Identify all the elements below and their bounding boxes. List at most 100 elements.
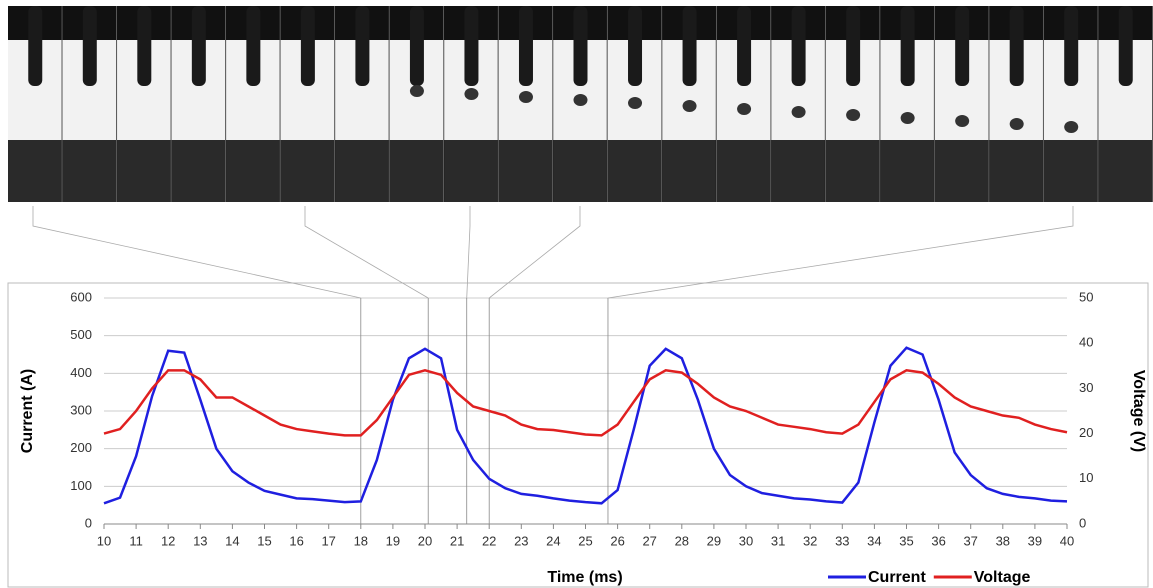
- x-tick-label: 11: [129, 533, 143, 548]
- x-tick-label: 26: [610, 533, 624, 548]
- nozzle: [355, 6, 370, 86]
- droplet: [409, 85, 424, 97]
- chart-frame: [7, 282, 1149, 588]
- connector: [32, 206, 361, 299]
- x-tick-label: 30: [739, 533, 753, 548]
- droplet: [464, 88, 479, 100]
- series-line: [103, 346, 1068, 505]
- x-tick-label: 20: [418, 533, 432, 548]
- droplet: [737, 103, 752, 115]
- x-tick-label: 15: [257, 533, 271, 548]
- x-tick-label: 31: [771, 533, 785, 548]
- y2-tick-label: 30: [1079, 380, 1093, 395]
- nozzle: [82, 6, 97, 86]
- y2-tick-label: 50: [1079, 289, 1093, 304]
- x-tick-label: 35: [899, 533, 913, 548]
- y-tick-label: 600: [70, 289, 92, 304]
- y2-axis-title: Voltage (V): [1130, 370, 1147, 452]
- y-tick-label: 0: [85, 515, 92, 530]
- x-tick-label: 24: [546, 533, 560, 548]
- x-tick-label: 12: [161, 533, 175, 548]
- y-tick-label: 300: [70, 402, 92, 417]
- x-tick-label: 32: [803, 533, 817, 548]
- droplet: [900, 112, 915, 124]
- x-tick-label: 14: [225, 533, 239, 548]
- y-tick-label: 100: [70, 478, 92, 493]
- x-tick-label: 21: [450, 533, 464, 548]
- droplet: [628, 97, 643, 109]
- frame-base: [335, 140, 389, 202]
- frame-base: [444, 140, 498, 202]
- frame-base: [1098, 140, 1152, 202]
- frame-base: [8, 140, 62, 202]
- x-tick-label: 27: [642, 533, 656, 548]
- nozzle: [628, 6, 643, 86]
- x-tick-label: 16: [289, 533, 303, 548]
- y2-tick-label: 20: [1079, 425, 1093, 440]
- x-axis-title: Time (ms): [547, 569, 622, 586]
- x-tick-label: 17: [321, 533, 335, 548]
- x-tick-label: 25: [578, 533, 592, 548]
- nozzle: [1118, 6, 1133, 86]
- x-tick-label: 28: [675, 533, 689, 548]
- connector: [304, 206, 429, 299]
- frame-base: [716, 140, 771, 202]
- x-tick-label: 37: [963, 533, 977, 548]
- x-tick-label: 10: [97, 533, 111, 548]
- connector: [607, 206, 1074, 299]
- nozzle: [137, 6, 152, 86]
- connector: [488, 206, 581, 299]
- x-tick-label: 13: [193, 533, 207, 548]
- nozzle: [409, 6, 424, 86]
- droplet: [682, 100, 697, 112]
- frame-base: [771, 140, 825, 202]
- x-tick-label: 22: [482, 533, 496, 548]
- frame-base: [1043, 140, 1098, 202]
- connector: [466, 206, 471, 299]
- nozzle: [464, 6, 479, 86]
- frame-base: [226, 140, 280, 202]
- droplet: [791, 106, 806, 118]
- frames: [8, 6, 1153, 202]
- y-tick-label: 400: [70, 365, 92, 380]
- droplet: [846, 109, 861, 121]
- nozzle: [518, 6, 533, 86]
- frame-base: [662, 140, 716, 202]
- frame-base: [825, 140, 880, 202]
- nozzle: [955, 6, 970, 86]
- x-tick-label: 34: [867, 533, 881, 548]
- x-tick-label: 29: [707, 533, 721, 548]
- droplet: [1009, 118, 1024, 130]
- legend-label: Voltage: [974, 569, 1031, 586]
- nozzle: [737, 6, 752, 86]
- frame-base: [117, 140, 171, 202]
- frame-base: [171, 140, 226, 202]
- frame-base: [389, 140, 444, 202]
- nozzle: [846, 6, 861, 86]
- legend-label: Current: [868, 569, 926, 586]
- y-axis-title: Current (A): [19, 369, 36, 453]
- droplet: [955, 115, 970, 127]
- frame-base: [934, 140, 989, 202]
- frame-base: [280, 140, 335, 202]
- y2-tick-label: 0: [1079, 515, 1086, 530]
- nozzle: [900, 6, 915, 86]
- frame-base: [880, 140, 934, 202]
- y-tick-label: 200: [70, 440, 92, 455]
- frame-base: [553, 140, 607, 202]
- y-tick-label: 500: [70, 327, 92, 342]
- y2-tick-label: 10: [1079, 470, 1093, 485]
- nozzle: [1009, 6, 1024, 86]
- frame-base: [62, 140, 117, 202]
- x-tick-label: 33: [835, 533, 849, 548]
- droplet: [1064, 121, 1079, 133]
- x-tick-label: 23: [514, 533, 528, 548]
- x-tick-label: 18: [354, 533, 368, 548]
- nozzle: [682, 6, 697, 86]
- x-tick-label: 40: [1060, 533, 1074, 548]
- droplet: [518, 91, 533, 103]
- x-tick-label: 39: [1028, 533, 1042, 548]
- droplet: [573, 94, 588, 106]
- x-tick-label: 38: [996, 533, 1010, 548]
